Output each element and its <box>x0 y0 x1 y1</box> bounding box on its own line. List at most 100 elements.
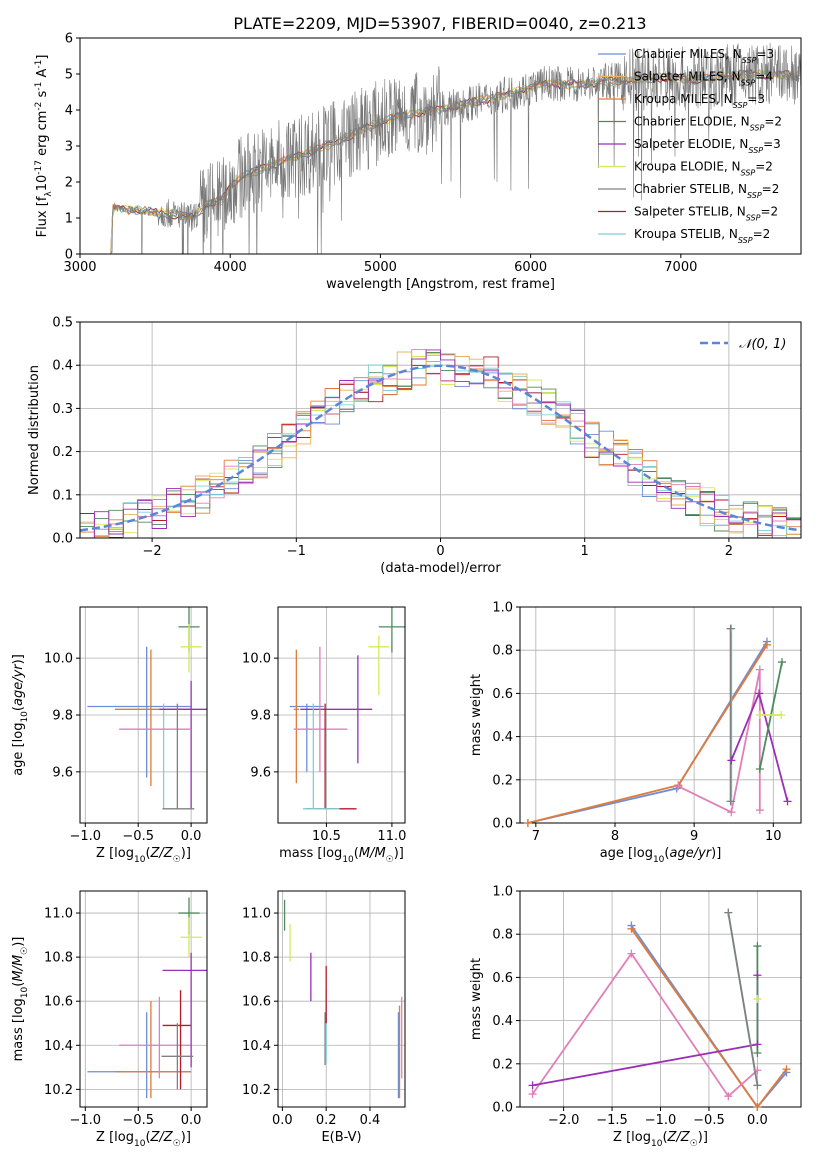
weight-marker <box>755 665 764 674</box>
weight-marker <box>528 1090 537 1099</box>
x-tick-label: −0.5 <box>122 1113 154 1128</box>
x-axis-label: mass [log10(M/M☉)] <box>279 846 404 865</box>
axes-weight_vs_Z: −2.0 −1.5 −1.0 −0.5 0.0 0.0 0.2 0.4 0.6 0.8 1.0 Z [… <box>469 885 802 1149</box>
plot-area-mass_vs_ebv <box>283 899 403 1099</box>
histogram-step <box>80 349 801 538</box>
x-tick-label: 0.0 <box>747 1113 768 1128</box>
x-tick-label: 9 <box>690 829 698 844</box>
weight-marker <box>755 689 764 698</box>
y-tick-label: 10.6 <box>44 995 73 1010</box>
x-tick-label: 2 <box>725 544 733 559</box>
weight-marker <box>753 1049 762 1057</box>
weight-marker <box>753 1103 762 1111</box>
axes-residuals: −2 −1 0 1 2 0.0 0.1 0.2 0.3 0.4 0.5 (data-model)/er… <box>27 316 802 576</box>
plot-area-age_vs_Z <box>87 607 207 810</box>
weight-marker <box>755 806 764 815</box>
plot-area-spectrum <box>110 42 801 254</box>
y-tick-label: 0.2 <box>52 445 73 460</box>
x-axis-label: wavelength [Angstrom, rest frame] <box>326 277 555 292</box>
y-tick-label: 9.6 <box>52 765 73 780</box>
weight-marker <box>753 1040 762 1049</box>
legend-label: Salpeter ELODIE, NSSP=3 <box>634 137 781 155</box>
weight-marker <box>753 1081 762 1090</box>
weight-marker <box>727 756 736 765</box>
weight-marker <box>753 942 762 951</box>
weight-line <box>630 928 788 1107</box>
weight-marker <box>674 782 683 791</box>
legend-label: Salpeter STELIB, NSSP=2 <box>634 205 778 223</box>
x-axis-label: Z [log10(Z/Z☉)] <box>96 846 191 865</box>
weight-line <box>532 975 759 1087</box>
weight-marker <box>762 640 771 649</box>
axes-age_vs_mass: 10.5 11.0 9.6 9.8 10.0 mass [log10(M/M☉)] <box>242 606 406 865</box>
weight-marker <box>782 1065 791 1074</box>
x-tick-label: 3000 <box>63 260 96 275</box>
y-tick-label: 0.0 <box>492 1101 513 1116</box>
x-tick-label: 5000 <box>364 260 397 275</box>
weight-marker <box>727 808 736 817</box>
x-tick-label: 10 <box>765 829 782 844</box>
y-tick-label: 0.5 <box>52 316 73 331</box>
y-axis-label: mass [log10(M/M☉)] <box>11 937 30 1062</box>
x-axis-label: age [log10(age/yr)] <box>600 846 722 865</box>
x-tick-label: 0.0 <box>181 1113 202 1128</box>
x-tick-label: 4000 <box>214 260 247 275</box>
weight-marker <box>528 1081 537 1090</box>
legend-label: Chabrier ELODIE, NSSP=2 <box>634 115 782 133</box>
legend-label: Kroupa STELIB, NSSP=2 <box>634 227 770 245</box>
y-tick-label: 4 <box>65 104 73 119</box>
y-tick-label: 0.6 <box>492 687 513 702</box>
axes-mass_vs_ebv: 0.0 0.2 0.4 10.2 10.4 10.6 10.8 11.0 E(B-V) <box>242 890 406 1145</box>
legend-label: Kroupa ELODIE, NSSP=2 <box>634 160 773 178</box>
y-axis-label: mass weight <box>469 958 484 1040</box>
axes-frame <box>277 890 406 1108</box>
x-axis-label: (data-model)/error <box>380 561 501 576</box>
axes-age_vs_Z: −1.0 −0.5 0.0 9.6 9.8 10.0 Z [log10(Z/Z☉)] age … <box>11 606 208 865</box>
spectrum-legend: Chabrier MILES, NSSP=3 Salpeter MILES, NS… <box>598 47 782 245</box>
weight-marker <box>753 995 762 1003</box>
x-tick-label: 7 <box>532 829 540 844</box>
weight-line <box>677 669 761 814</box>
y-axis-label: age [log10(age/yr)] <box>11 654 30 776</box>
x-tick-label: 0.4 <box>360 1113 381 1128</box>
axes-spectrum: 3000 4000 5000 6000 7000 0 1 2 3 4 5 6 wavelength [A… <box>34 32 802 292</box>
weight-marker <box>783 797 792 806</box>
axes-mass_vs_Z: −1.0 −0.5 0.0 10.2 10.4 10.6 10.8 11.0 Z [log10(… <box>11 890 208 1149</box>
y-tick-label: 2 <box>65 176 73 191</box>
y-tick-label: 0.4 <box>52 359 73 374</box>
x-tick-label: −1.5 <box>596 1113 628 1128</box>
y-tick-label: 10.8 <box>44 951 73 966</box>
weight-marker <box>778 658 787 667</box>
histogram-step <box>80 349 801 538</box>
x-tick-label: 10.5 <box>312 829 341 844</box>
y-tick-label: 11.0 <box>44 907 73 922</box>
data-spectrum <box>110 42 801 254</box>
axes-frame <box>79 890 208 1108</box>
y-tick-label: 0.2 <box>492 1057 513 1072</box>
y-tick-label: 0.2 <box>492 773 513 788</box>
legend-label: Salpeter MILES, NSSP=4 <box>634 70 773 88</box>
y-tick-label: 10.2 <box>242 1083 271 1098</box>
x-tick-label: −0.5 <box>122 829 154 844</box>
x-tick-label: −1.0 <box>645 1113 677 1128</box>
weight-marker <box>724 908 733 917</box>
weight-marker <box>755 711 764 719</box>
x-tick-label: −2 <box>143 544 162 559</box>
y-tick-label: 0.8 <box>492 644 513 659</box>
plot-area-weight_vs_Z <box>531 912 788 1107</box>
x-tick-label: −2.0 <box>548 1113 580 1128</box>
y-tick-label: 1 <box>65 212 73 227</box>
plot-area-mass_vs_Z <box>87 897 207 1099</box>
y-tick-label: 10.2 <box>44 1083 73 1098</box>
legend-label: Chabrier MILES, NSSP=3 <box>634 47 774 65</box>
y-tick-label: 3 <box>65 140 73 155</box>
y-tick-label: 0.0 <box>492 817 513 832</box>
x-tick-label: 8 <box>611 829 619 844</box>
x-tick-label: 6000 <box>514 260 547 275</box>
x-axis-label: Z [log10(Z/Z☉)] <box>613 1130 708 1149</box>
axes-weight_vs_age: 7 8 9 10 0.0 0.2 0.4 0.6 0.8 1.0 age [log10(age/yr… <box>469 601 802 865</box>
y-tick-label: 5 <box>65 68 73 83</box>
gauss-legend-label: 𝒩(0, 1) <box>739 337 786 352</box>
gaussian-curve <box>80 364 801 532</box>
y-tick-label: 0.0 <box>52 532 73 547</box>
